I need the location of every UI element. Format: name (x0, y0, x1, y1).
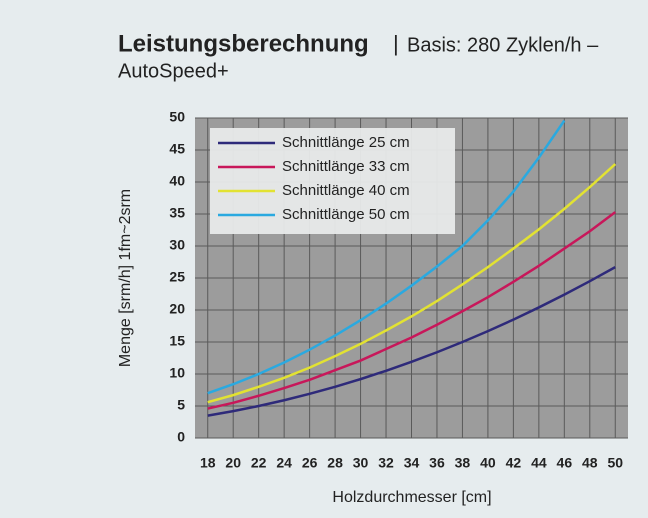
x-tick-label: 28 (327, 455, 343, 471)
series-line (207, 119, 566, 395)
y-tick-label: 0 (177, 429, 185, 445)
x-tick-label: 18 (200, 455, 216, 471)
series-line (207, 163, 617, 404)
x-tick-label: 50 (607, 455, 623, 471)
x-tick-label: 42 (506, 455, 522, 471)
y-tick-label: 15 (169, 333, 185, 349)
legend-box (210, 128, 455, 234)
x-tick-label: 38 (455, 455, 471, 471)
x-tick-label: 22 (251, 455, 267, 471)
y-tick-label: 20 (169, 301, 185, 317)
legend-label: Schnittlänge 50 cm (282, 206, 410, 223)
x-tick-label: 40 (480, 455, 496, 471)
y-tick-label: 40 (169, 173, 185, 189)
x-tick-label: 46 (557, 455, 573, 471)
y-axis-label: Menge [srm/h] 1fm~2srm (117, 189, 134, 367)
legend-label: Schnittlänge 33 cm (282, 158, 410, 175)
separator: | (393, 31, 399, 56)
x-tick-label: 48 (582, 455, 598, 471)
x-tick-label: 24 (276, 455, 292, 471)
chart-subtitle: Basis: 280 Zyklen/h – (407, 34, 599, 56)
y-tick-label: 10 (169, 365, 185, 381)
x-tick-label: 20 (225, 455, 241, 471)
y-tick-label: 45 (169, 141, 185, 157)
legend-label: Schnittlänge 25 cm (282, 134, 410, 151)
x-tick-label: 26 (302, 455, 318, 471)
chart-title: Leistungsberechnung (118, 30, 369, 57)
series-line (207, 266, 616, 417)
x-tick-label: 30 (353, 455, 369, 471)
x-axis-label: Holzdurchmesser [cm] (332, 489, 491, 506)
x-tick-label: 34 (404, 455, 420, 471)
y-tick-label: 25 (169, 269, 185, 285)
x-tick-label: 44 (531, 455, 547, 471)
legend-label: Schnittlänge 40 cm (282, 182, 410, 199)
series-line (207, 211, 617, 410)
y-tick-label: 50 (169, 109, 185, 125)
x-tick-label: 36 (429, 455, 445, 471)
x-tick-label: 32 (378, 455, 394, 471)
y-tick-label: 35 (169, 205, 185, 221)
y-tick-label: 30 (169, 237, 185, 253)
chart-subtitle: AutoSpeed+ (118, 60, 229, 82)
y-tick-label: 5 (177, 397, 185, 413)
